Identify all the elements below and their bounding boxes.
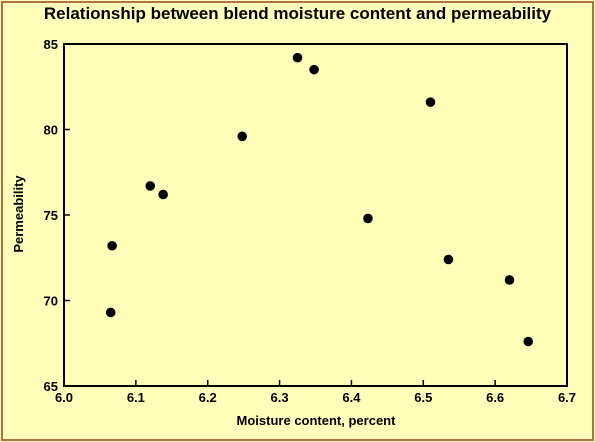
y-tick-label: 80 — [44, 123, 58, 138]
data-point-12 — [523, 336, 533, 347]
x-tick-label: 6.7 — [558, 390, 576, 405]
data-point-2 — [107, 240, 117, 251]
data-point-7 — [309, 64, 319, 75]
x-axis: 6.0 6.1 6.2 6.3 6.4 6.5 6.6 6.7 — [55, 380, 576, 405]
y-tick-label: 75 — [44, 208, 58, 223]
y-tick-label: 70 — [44, 294, 58, 309]
data-point-10 — [443, 254, 454, 265]
x-tick-label: 6.4 — [342, 390, 361, 405]
x-tick-label: 6.2 — [199, 390, 217, 405]
data-point-6 — [292, 52, 303, 63]
data-point-5 — [237, 131, 248, 142]
data-point-11 — [504, 275, 515, 285]
data-point-9 — [425, 97, 436, 107]
x-tick-label: 6.1 — [127, 390, 145, 405]
plot-area — [63, 43, 568, 387]
x-tick-label: 6.5 — [414, 390, 432, 405]
x-tick-label: 6.6 — [486, 390, 504, 405]
y-axis: 65 70 75 80 85 — [44, 37, 70, 394]
y-tick-label: 85 — [44, 37, 58, 52]
data-points — [105, 52, 533, 347]
data-point-8 — [363, 213, 373, 224]
x-tick-label: 6.3 — [271, 390, 289, 405]
plot-border — [63, 43, 568, 387]
data-point-4 — [158, 189, 168, 200]
x-axis-label: Moisture content, percent — [237, 413, 397, 428]
y-axis-label: Permeability — [11, 175, 26, 253]
x-tick-label: 6.0 — [55, 390, 73, 405]
y-tick-label: 65 — [44, 379, 58, 394]
data-point-3 — [145, 181, 156, 191]
data-point-1 — [105, 307, 116, 318]
chart-title: Relationship between blend moisture cont… — [43, 4, 552, 23]
